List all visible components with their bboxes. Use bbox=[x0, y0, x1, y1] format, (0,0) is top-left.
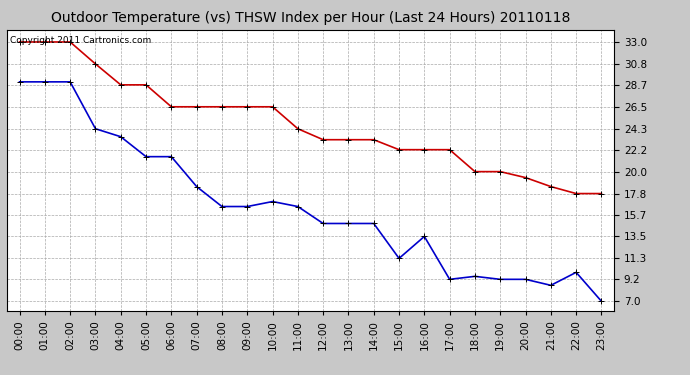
Text: Copyright 2011 Cartronics.com: Copyright 2011 Cartronics.com bbox=[10, 36, 151, 45]
Text: Outdoor Temperature (vs) THSW Index per Hour (Last 24 Hours) 20110118: Outdoor Temperature (vs) THSW Index per … bbox=[51, 11, 570, 25]
